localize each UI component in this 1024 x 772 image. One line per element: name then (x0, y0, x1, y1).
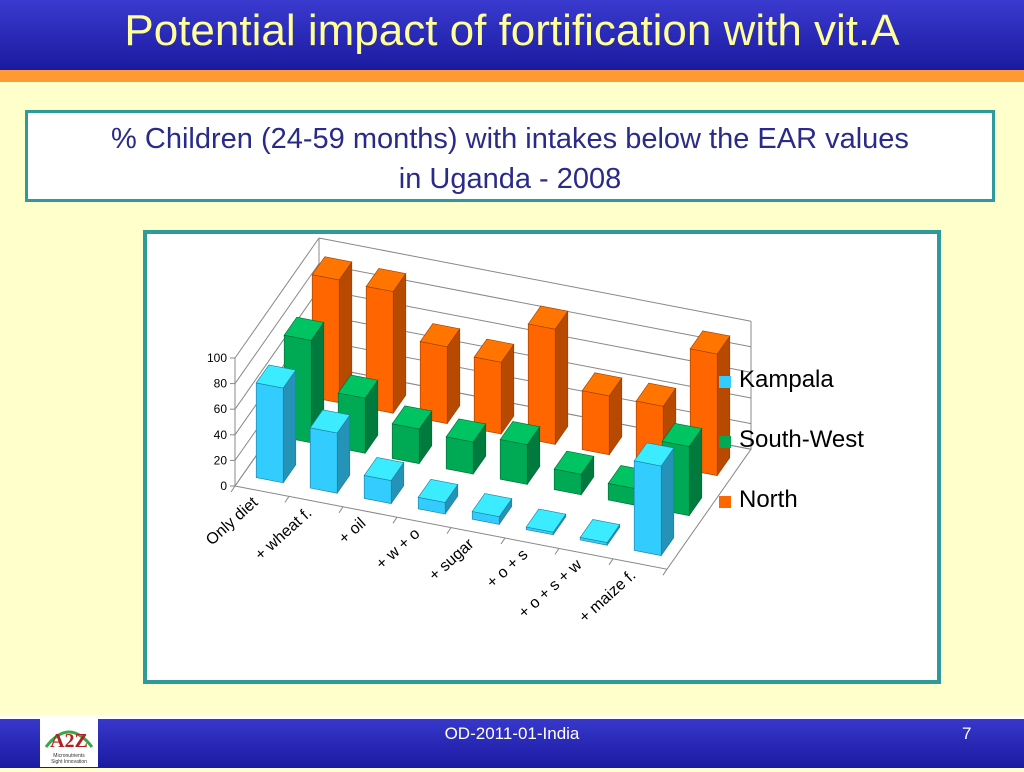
category-label-only-diet: Only diet (203, 494, 262, 549)
gridline-side-100 (234, 237, 320, 359)
legend-label-north: North (739, 486, 798, 513)
bar-south-west-sugar (499, 421, 541, 486)
x-tick-mark-4 (446, 527, 452, 534)
x-tick-mark-2 (338, 506, 344, 514)
category-label-o-s-w: + o + s + w (516, 556, 586, 622)
footer-bar (0, 715, 1024, 768)
bar-south-west-o-s (553, 450, 595, 496)
bar-kampala-oil (363, 457, 405, 505)
a2z-logo: A2Z Micronutrients Sight Innovation (40, 717, 98, 767)
gridline-side-60 (234, 288, 320, 410)
legend-swatch-kampala (719, 376, 731, 388)
x-tick-mark-0 (230, 485, 236, 493)
y-tick-label-0: 0 (220, 479, 227, 493)
legend-label-south-west: South-West (739, 426, 864, 453)
gridline-side-80 (234, 263, 320, 384)
bar-kampala-o-s (525, 508, 567, 536)
subtitle-line-2: in Uganda - 2008 (398, 163, 622, 195)
legend-swatch-south-west (719, 436, 731, 448)
x-tick-mark-6 (554, 548, 560, 555)
bar-south-west-w-o (445, 418, 487, 475)
category-label-oil: + oil (336, 515, 370, 548)
bar-chart: 0 20 40 60 80 100 Only diet+ wheat f. + oil + w … (203, 237, 752, 626)
category-label-sugar: + sugar (426, 535, 478, 584)
bar-kampala-maize-f (633, 442, 675, 557)
category-label-o-s: + o + s (484, 546, 532, 591)
category-label-w-o: + w + o (373, 525, 423, 573)
page-number: 7 (962, 724, 972, 743)
svg-text:Sight Innovation: Sight Innovation (51, 759, 87, 765)
bar-kampala-wheat-f (309, 409, 351, 495)
y-tick-label-40: 40 (214, 428, 228, 442)
x-tick-mark-1 (284, 496, 290, 503)
bar-kampala-o-s-w (579, 519, 621, 547)
x-tick-mark-3 (392, 516, 398, 524)
chart-panel: 0 20 40 60 80 100 Only diet + wheat f. + oil + w … (143, 230, 941, 684)
svg-text:A2Z: A2Z (50, 730, 88, 752)
bar-north-o-s (581, 372, 623, 456)
subtitle-box: % Children (24-59 months) with intakes b… (25, 110, 995, 202)
footer-divider (0, 715, 1024, 719)
bar-north-w-o (473, 338, 515, 435)
bar-north-oil (419, 323, 461, 425)
subtitle-line-1: % Children (24-59 months) with intakes b… (111, 123, 909, 155)
title-underline (0, 70, 1024, 82)
legend-swatch-north (719, 496, 731, 508)
bar-south-west-oil (391, 405, 433, 465)
y-tick-label-20: 20 (214, 453, 228, 467)
x-tick-mark-7 (608, 558, 614, 566)
x-tick-mark-8 (662, 568, 668, 576)
x-tick-mark-5 (500, 537, 506, 545)
bar-north-sugar (527, 305, 569, 446)
slide-title: Potential impact of fortification with v… (124, 6, 900, 55)
bar-kampala-only-diet (255, 364, 297, 484)
y-tick-label-80: 80 (214, 377, 228, 391)
legend-label-kampala: Kampala (739, 366, 834, 393)
bar-kampala-w-o (417, 478, 459, 515)
y-tick-label-60: 60 (214, 402, 228, 416)
bar-kampala-sugar (471, 493, 513, 526)
title-bar (0, 0, 1024, 70)
footer-document-id: OD-2011-01-India (444, 724, 580, 743)
svg-text:Micronutrients: Micronutrients (53, 753, 85, 759)
gridline-back-100 (318, 237, 752, 322)
category-label-wheat-f: + wheat f. (252, 504, 315, 563)
category-label-maize-f: + maize f. (576, 567, 639, 626)
y-tick-label-100: 100 (207, 351, 227, 365)
